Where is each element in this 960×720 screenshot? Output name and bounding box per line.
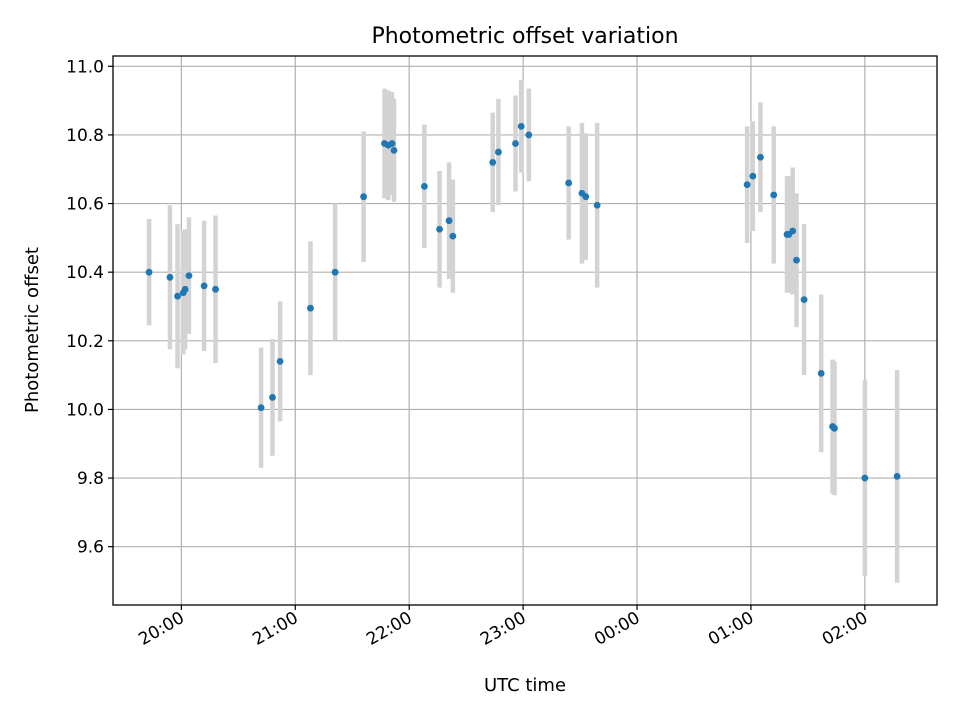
x-tick-label: 01:00 bbox=[705, 608, 757, 650]
data-point bbox=[388, 140, 396, 147]
x-tick-label: 23:00 bbox=[477, 608, 529, 650]
data-point bbox=[269, 394, 276, 401]
y-tick-label: 10.2 bbox=[66, 332, 104, 352]
y-tick-label: 10.6 bbox=[66, 195, 104, 215]
data-point bbox=[749, 172, 757, 180]
data-point bbox=[181, 285, 189, 293]
y-axis-label: Photometric offset bbox=[22, 247, 43, 413]
data-point bbox=[565, 179, 573, 187]
data-point bbox=[831, 424, 838, 432]
data-point bbox=[212, 285, 219, 293]
x-tick-label: 02:00 bbox=[819, 608, 871, 650]
grid-lines bbox=[113, 56, 937, 605]
data-point bbox=[174, 292, 181, 300]
data-point bbox=[770, 191, 778, 199]
data-point bbox=[743, 181, 751, 189]
data-point bbox=[360, 193, 368, 201]
x-tick-label: 20:00 bbox=[135, 608, 187, 650]
data-point bbox=[276, 357, 284, 365]
plot-frame bbox=[112, 55, 938, 606]
data-point bbox=[582, 193, 590, 201]
chart-title: Photometric offset variation bbox=[371, 24, 678, 49]
data-point bbox=[817, 369, 825, 377]
x-tick-label: 22:00 bbox=[363, 608, 415, 650]
x-axis-ticks: 20:00 21:00 22:00 23:00 00:00 01:00 02:00 bbox=[135, 605, 871, 650]
y-tick-label: 9.6 bbox=[77, 538, 104, 558]
data-point bbox=[185, 272, 193, 279]
data-point bbox=[517, 122, 525, 130]
data-point bbox=[257, 404, 265, 412]
data-point bbox=[789, 227, 797, 235]
data-point bbox=[800, 296, 808, 304]
data-point bbox=[593, 201, 601, 209]
x-tick-label: 21:00 bbox=[249, 608, 301, 650]
data-point-layer bbox=[145, 122, 901, 482]
data-point bbox=[893, 472, 901, 480]
data-point bbox=[331, 268, 339, 276]
x-tick-label: 00:00 bbox=[591, 608, 643, 650]
data-point bbox=[436, 225, 443, 233]
data-point bbox=[757, 153, 764, 161]
y-tick-label: 11.0 bbox=[66, 57, 104, 77]
x-axis-label: UTC time bbox=[484, 675, 566, 696]
data-point bbox=[445, 217, 453, 225]
y-tick-label: 10.0 bbox=[66, 400, 104, 420]
y-tick-label: 10.4 bbox=[66, 263, 104, 283]
data-point bbox=[145, 268, 153, 276]
data-point bbox=[390, 146, 398, 154]
data-point bbox=[793, 256, 800, 264]
data-point bbox=[420, 182, 428, 190]
y-axis-ticks: 9.6 9.8 10.0 10.2 10.4 10.6 10.8 11.0 bbox=[66, 57, 113, 558]
y-tick-label: 10.8 bbox=[66, 126, 104, 146]
data-point bbox=[525, 131, 533, 139]
data-point bbox=[489, 158, 497, 166]
data-point bbox=[307, 304, 314, 312]
data-point bbox=[449, 232, 457, 240]
data-point bbox=[200, 282, 208, 290]
data-point bbox=[512, 140, 519, 147]
data-point bbox=[166, 273, 174, 281]
data-point bbox=[495, 148, 502, 156]
y-tick-label: 9.8 bbox=[77, 469, 104, 489]
data-point bbox=[861, 474, 869, 482]
